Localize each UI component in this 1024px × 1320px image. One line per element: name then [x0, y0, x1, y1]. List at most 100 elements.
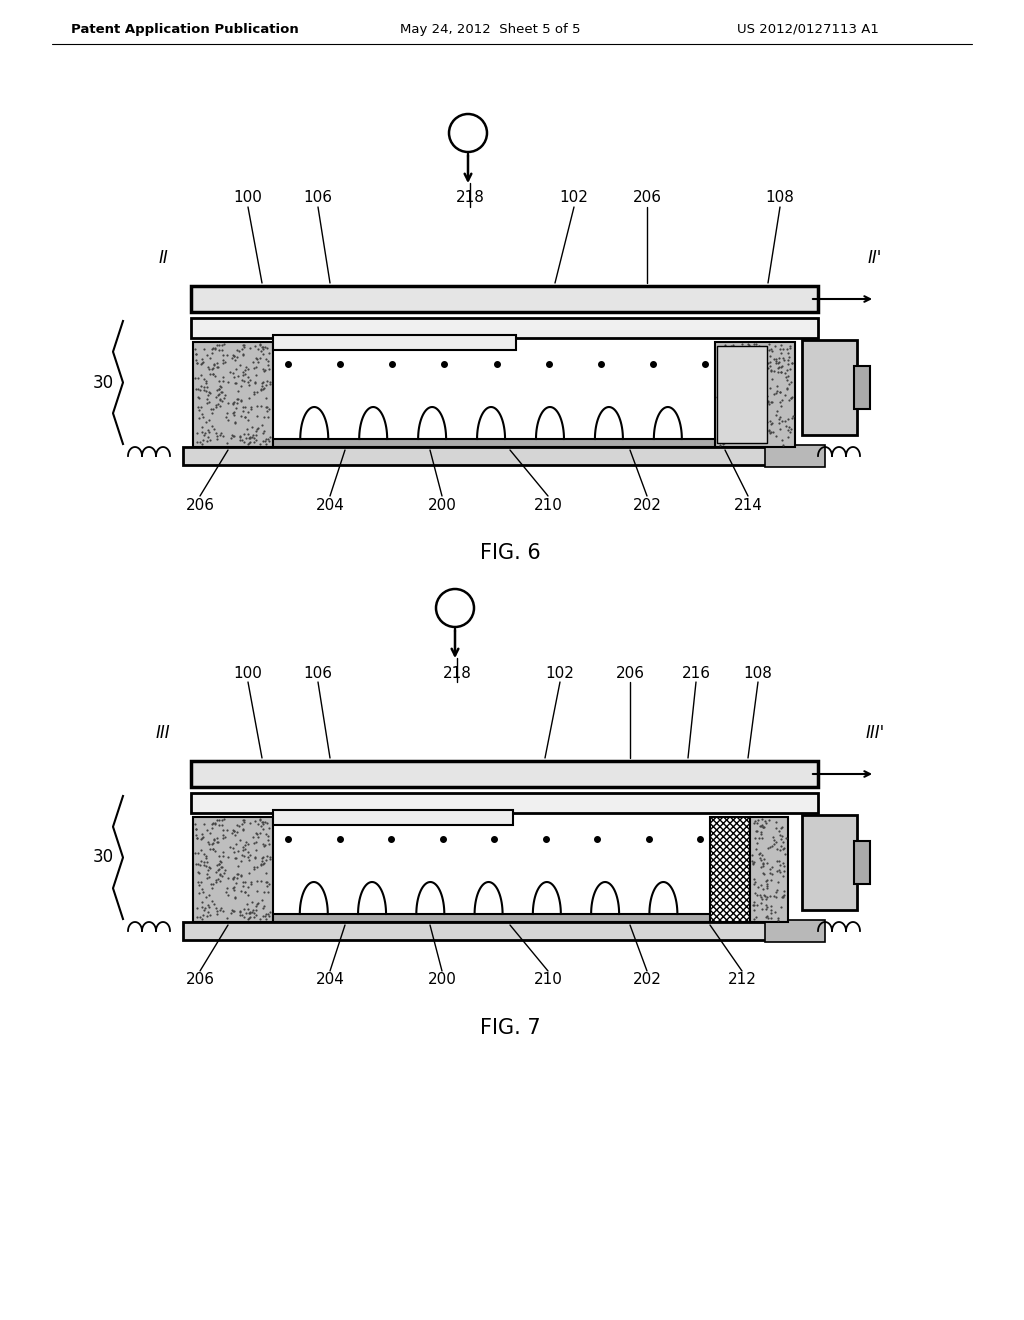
- Point: [763, 899, 779, 920]
- Point: [762, 355, 778, 376]
- Point: [228, 372, 245, 393]
- Point: [710, 387, 726, 408]
- Point: [218, 407, 234, 428]
- Point: [763, 359, 779, 380]
- Point: [258, 433, 274, 454]
- Point: [763, 870, 779, 891]
- Point: [743, 413, 760, 434]
- Point: [187, 343, 204, 364]
- Point: [241, 903, 257, 924]
- Point: [193, 396, 209, 417]
- Point: [190, 862, 207, 883]
- Point: [771, 409, 787, 430]
- Bar: [183, 921, 816, 940]
- Point: [712, 350, 728, 371]
- Point: [212, 899, 228, 920]
- Point: [744, 425, 761, 446]
- Point: [742, 403, 759, 424]
- Point: [210, 869, 226, 890]
- Point: [750, 876, 766, 898]
- Point: [717, 362, 733, 383]
- Point: [258, 824, 274, 845]
- Text: 204: 204: [315, 973, 344, 987]
- Point: [246, 903, 262, 924]
- Point: [775, 434, 792, 455]
- Point: [246, 858, 262, 879]
- Point: [195, 880, 211, 902]
- Point: [234, 836, 251, 857]
- Point: [213, 898, 229, 919]
- Point: [732, 375, 749, 396]
- Text: III': III': [865, 723, 885, 742]
- Point: [743, 395, 760, 416]
- Point: [236, 818, 252, 840]
- Point: [232, 425, 249, 446]
- Point: [209, 426, 225, 447]
- Point: [746, 408, 763, 429]
- Point: [723, 418, 739, 440]
- Point: [213, 422, 229, 444]
- Point: [236, 809, 252, 830]
- Point: [196, 368, 212, 389]
- Bar: [854, 841, 870, 884]
- Point: [777, 362, 794, 383]
- Text: FIG. 7: FIG. 7: [479, 1018, 541, 1038]
- Point: [215, 900, 231, 921]
- Point: [236, 846, 252, 867]
- Point: [194, 433, 210, 454]
- Point: [764, 391, 780, 412]
- Point: [227, 873, 244, 894]
- Point: [781, 346, 798, 367]
- Point: [769, 838, 785, 859]
- Point: [771, 381, 787, 403]
- Point: [751, 364, 767, 385]
- Point: [238, 836, 254, 857]
- Point: [258, 429, 274, 450]
- Point: [736, 380, 753, 401]
- Point: [753, 354, 769, 375]
- Point: [211, 865, 227, 886]
- Point: [236, 335, 252, 356]
- Point: [221, 836, 238, 857]
- Point: [209, 429, 225, 450]
- Point: [233, 865, 250, 886]
- Point: [777, 411, 794, 432]
- Point: [226, 405, 243, 426]
- Point: [756, 401, 772, 422]
- Point: [227, 358, 244, 379]
- Point: [773, 818, 790, 840]
- Bar: [273, 335, 516, 350]
- Point: [224, 837, 241, 858]
- Point: [778, 379, 795, 400]
- Point: [200, 384, 216, 405]
- Point: [243, 338, 259, 359]
- Point: [195, 421, 211, 442]
- Point: [239, 418, 255, 440]
- Point: [207, 338, 223, 359]
- Point: [741, 334, 758, 355]
- Point: [240, 422, 256, 444]
- Point: [241, 908, 257, 929]
- Point: [745, 908, 762, 929]
- Point: [247, 810, 263, 832]
- Point: [202, 906, 218, 927]
- Point: [229, 814, 246, 836]
- Point: [758, 906, 774, 927]
- Point: [188, 350, 205, 371]
- Point: [249, 870, 265, 891]
- Point: [775, 348, 792, 370]
- Point: [234, 400, 251, 421]
- Text: 206: 206: [633, 190, 662, 206]
- Point: [255, 359, 271, 380]
- Text: 102: 102: [546, 665, 574, 681]
- Point: [233, 389, 250, 411]
- Point: [740, 367, 757, 388]
- Point: [237, 432, 253, 453]
- Point: [717, 335, 733, 356]
- Point: [234, 370, 251, 391]
- Point: [258, 904, 274, 925]
- Point: [262, 374, 279, 395]
- Point: [758, 813, 774, 834]
- Point: [761, 334, 777, 355]
- Point: [231, 829, 248, 850]
